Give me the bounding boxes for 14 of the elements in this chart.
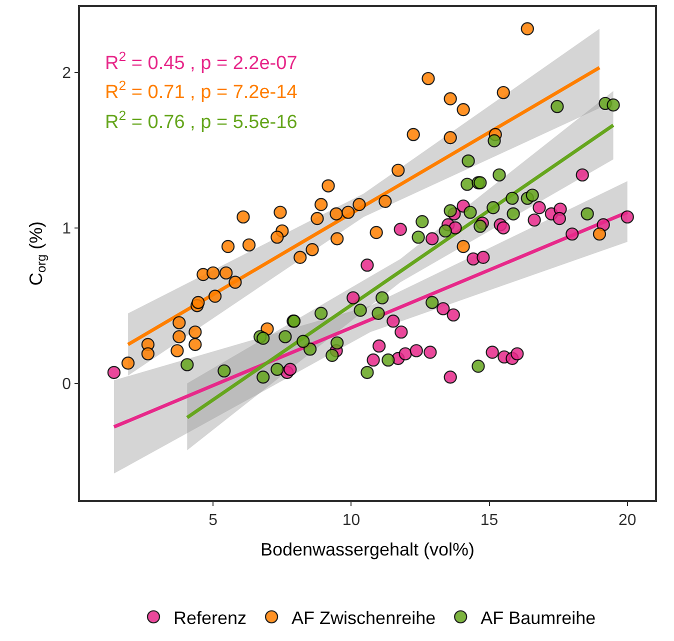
legend-label: Referenz xyxy=(174,608,247,628)
x-axis-title: Bodenwassergehalt (vol%) xyxy=(260,540,475,560)
x-tick-label: 20 xyxy=(618,512,636,529)
x-tick-label: 5 xyxy=(208,512,218,529)
x-tick-label: 10 xyxy=(342,512,360,529)
legend-label: AF Baumreihe xyxy=(480,608,596,628)
y-tick-label: 1 xyxy=(62,220,72,238)
x-tick-label: 15 xyxy=(480,512,498,529)
legend-label: AF Zwischenreihe xyxy=(292,608,436,628)
annotation: R$^{2}$ = 0.71 , p = 7.2e-14 xyxy=(105,78,298,103)
annotation: R$^{2}$ = 0.45 , p = 2.2e-07 xyxy=(105,49,298,74)
annotation: R$^{2}$ = 0.76 , p = 5.5e-16 xyxy=(105,108,298,133)
y-tick-label: 2 xyxy=(62,64,72,82)
y-tick-label: 0 xyxy=(62,376,72,393)
